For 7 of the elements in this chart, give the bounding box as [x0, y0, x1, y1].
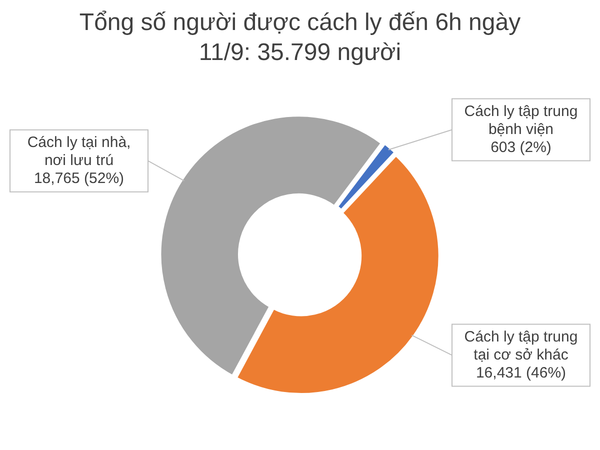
slice-label: Cách ly tại nhà, nơi lưu trú — [27, 134, 131, 169]
data-label: 16,431 (46%) — [476, 364, 566, 382]
data-label: 18,765 (52%) — [34, 170, 124, 187]
data-label: 603 (2%) — [490, 138, 552, 156]
slice-label: Cách ly tập trung tại cơ sở khác — [464, 328, 578, 364]
slice-label: Cách ly tập trung bệnh viện — [464, 102, 578, 138]
chart-title: Tổng số người được cách ly đến 6h ngày 11/9: 35.799 người — [78, 8, 522, 68]
